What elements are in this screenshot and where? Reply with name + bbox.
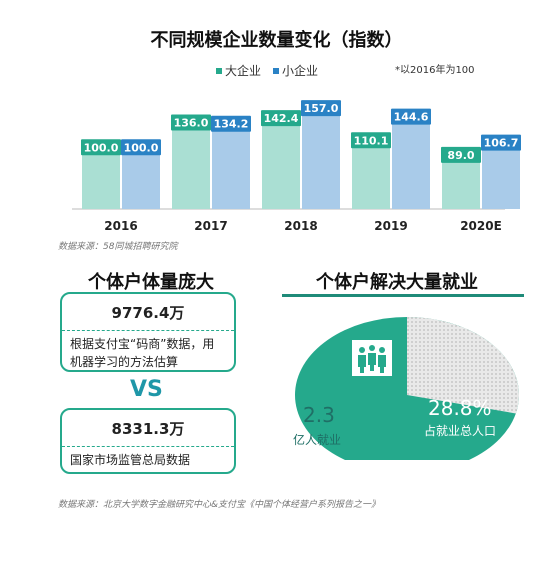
bar-value-label: 106.7 <box>484 137 519 150</box>
samr-value: 8331.3万 <box>111 420 185 438</box>
bar-label-bg <box>441 146 481 163</box>
bar-value-label: 136.0 <box>174 117 209 130</box>
bar-label-bg <box>351 132 391 149</box>
legend-label-small: 小企业 <box>282 64 319 78</box>
pie-slice-share <box>407 317 519 414</box>
bar-label-bg <box>211 115 251 132</box>
bar-label-bg <box>121 139 161 156</box>
employment-label: 亿人就业 <box>293 433 342 447</box>
x-tick-label: 2017 <box>194 219 227 233</box>
alipay-estimate-value: 9776.4万 <box>111 304 185 322</box>
left-section-title: 个体户体量庞大 <box>88 272 214 293</box>
bar-small-2017 <box>212 116 250 209</box>
bar-value-label: 110.1 <box>354 134 389 147</box>
people-group-icon <box>352 340 392 376</box>
bar-label-bg <box>171 114 211 131</box>
estimate-box-samr: 8331.3万 国家市场监管总局数据 <box>60 408 236 474</box>
x-tick-label: 2020E <box>460 219 502 233</box>
bar-value-label: 100.0 <box>124 141 159 154</box>
legend-item-small: 小企业 <box>273 62 318 79</box>
bar-label-bg <box>481 134 521 151</box>
chart-legend: 大企业 小企业 <box>216 62 318 79</box>
estimate-box-alipay: 9776.4万 根据支付宝“码商”数据，用机器学习的方法估算 <box>60 292 236 372</box>
bar-value-label: 89.0 <box>447 149 474 162</box>
bar-large-2018 <box>262 111 300 209</box>
right-section-title: 个体户解决大量就业 <box>316 272 478 293</box>
bar-label-bg <box>301 100 341 117</box>
bar-label-bg <box>261 110 301 127</box>
box-divider <box>62 446 234 447</box>
alipay-estimate-desc: 根据支付宝“码商”数据，用机器学习的方法估算 <box>70 337 215 369</box>
share-value: 28.8% <box>428 396 492 420</box>
vs-label: VS <box>130 377 163 402</box>
chart-title: 不同规模企业数量变化（指数） <box>150 30 403 51</box>
bar-label-bg <box>81 139 121 156</box>
legend-label-large: 大企业 <box>225 64 262 78</box>
bar-small-2019 <box>392 109 430 209</box>
box-divider <box>62 330 234 331</box>
x-tick-label: 2018 <box>284 219 317 233</box>
bar-label-bg <box>391 108 431 125</box>
bar-value-label: 142.4 <box>264 112 299 125</box>
section-divider <box>282 294 524 297</box>
bar-value-label: 144.6 <box>394 111 429 124</box>
x-tick-label: 2019 <box>374 219 407 233</box>
bar-value-label: 157.0 <box>304 102 339 115</box>
bar-value-label: 100.0 <box>84 141 119 154</box>
x-tick-label: 2016 <box>104 219 137 233</box>
bar-value-label: 134.2 <box>214 118 249 131</box>
chart-source: 数据来源：58同城招聘研究院 <box>58 242 178 252</box>
legend-swatch-large <box>216 67 222 74</box>
employment-pie <box>295 317 519 460</box>
legend-swatch-small <box>273 67 280 74</box>
bar-large-2017 <box>172 115 210 209</box>
legend-item-large: 大企业 <box>216 62 261 79</box>
bottom-source: 数据来源：北京大学数字金融研究中心&支付宝《中国个体经营户系列报告之一》 <box>58 500 381 510</box>
employment-value: 2.3 <box>303 403 335 427</box>
bar-small-2018 <box>302 101 340 209</box>
samr-desc: 国家市场监管总局数据 <box>70 453 191 467</box>
share-label: 占就业总人口 <box>424 424 497 438</box>
chart-note: *以2016年为100 <box>395 65 475 76</box>
